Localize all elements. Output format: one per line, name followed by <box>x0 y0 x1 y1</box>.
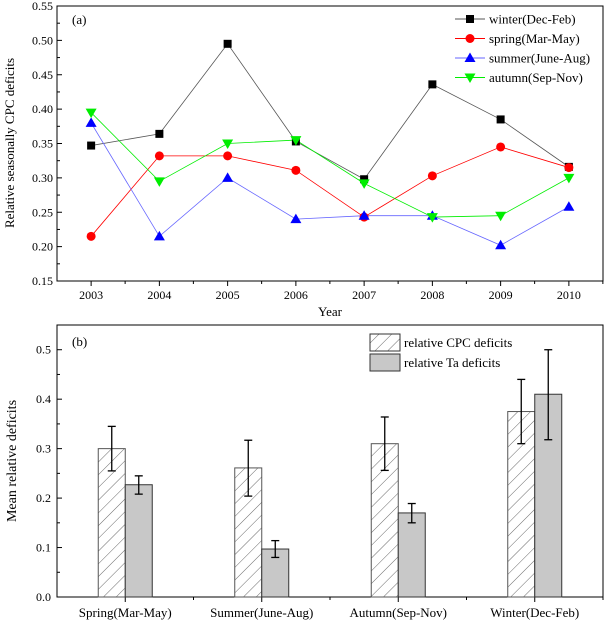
y-tick-label: 0.55 <box>32 0 53 13</box>
legend-marker <box>464 52 476 62</box>
y-tick-label: 0.5 <box>36 343 51 357</box>
y-tick-label: 0.4 <box>36 392 51 406</box>
x-tick-label: 2009 <box>489 288 513 302</box>
data-point-2-6 <box>495 239 507 250</box>
data-point-3-4 <box>358 179 370 189</box>
data-point-1-6 <box>496 142 506 152</box>
panel-a-line-chart: (a) Year Relative seasonally CPC deficit… <box>2 0 604 319</box>
data-point-3-6 <box>495 211 507 222</box>
legend-label: summer(June-Aug) <box>489 51 590 66</box>
x-tick-label: 2003 <box>79 288 103 302</box>
data-point-1-5 <box>427 171 437 181</box>
legend-label: winter(Dec-Feb) <box>489 12 576 27</box>
data-point-3-1 <box>153 177 165 187</box>
data-point-2-2 <box>222 172 234 182</box>
plot-frame <box>56 5 604 282</box>
x-tick-label: 2008 <box>420 288 444 302</box>
panel-b-bar-chart: (b) Mean relative deficits 0.0 0.1 0.2 0.3 0… <box>5 324 604 620</box>
bar-0-0 <box>97 448 126 598</box>
legend-marker <box>466 15 474 23</box>
x-tick-label: 2004 <box>147 288 171 302</box>
legend-label: autumn(Sep-Nov) <box>489 70 583 85</box>
bar-1-0 <box>124 484 153 598</box>
legend-marker <box>465 34 475 43</box>
data-point-2-0 <box>85 117 97 127</box>
data-point-1-3 <box>291 165 301 175</box>
legend-swatch <box>369 333 401 352</box>
legend-label: spring(Mar-May) <box>489 31 580 46</box>
series-line-2 <box>90 122 570 246</box>
data-point-0-4 <box>360 175 369 184</box>
x-tick-label: 2007 <box>352 288 376 302</box>
legend-marker <box>464 73 476 83</box>
series-line-3 <box>90 112 570 218</box>
data-point-3-0 <box>85 108 97 119</box>
x-tick-label: Winter(Dec-Feb) <box>490 605 579 620</box>
data-point-3-2 <box>222 139 234 149</box>
data-point-2-7 <box>563 201 575 211</box>
x-tick-label: 2005 <box>216 288 240 302</box>
y-tick-label: 0.1 <box>36 541 51 555</box>
panel-b-ylabel: Mean relative deficits <box>5 400 20 522</box>
legend-label: relative Ta deficits <box>404 355 500 370</box>
y-tick-label: 0.40 <box>32 102 53 116</box>
y-tick-label: 0.2 <box>36 491 51 505</box>
panel-a-ylabel: Relative seasonally CPC deficits <box>2 58 17 228</box>
bar-1-2 <box>397 512 426 598</box>
y-tick-label: 0.25 <box>32 205 53 219</box>
x-tick-label: 2006 <box>284 288 308 302</box>
series-line-1 <box>90 146 569 237</box>
data-point-0-5 <box>428 80 437 89</box>
data-point-2-3 <box>290 213 302 224</box>
y-tick-label: 0.3 <box>36 442 51 456</box>
data-point-0-6 <box>496 115 505 124</box>
y-tick-label: 0.20 <box>32 240 53 254</box>
y-tick-label: 0.15 <box>32 274 53 288</box>
data-point-1-0 <box>86 231 96 241</box>
panel-b-label: (b) <box>72 334 87 349</box>
x-tick-label: Summer(June-Aug) <box>210 605 313 620</box>
data-point-1-2 <box>223 151 233 161</box>
x-tick-label: Autumn(Sep-Nov) <box>350 605 448 620</box>
y-tick-label: 0.45 <box>32 68 53 82</box>
data-point-1-1 <box>154 151 164 161</box>
x-tick-label: Spring(Mar-May) <box>79 605 172 620</box>
data-point-0-1 <box>155 129 164 138</box>
legend-swatch <box>369 353 401 372</box>
y-tick-label: 0.0 <box>36 590 51 604</box>
data-point-0-2 <box>223 39 232 48</box>
x-tick-label: 2010 <box>557 288 581 302</box>
panel-a-xlabel: Year <box>318 304 343 319</box>
y-tick-label: 0.50 <box>32 33 53 47</box>
series-line-0 <box>91 43 570 180</box>
data-point-1-7 <box>564 163 574 173</box>
panel-a-label: (a) <box>72 12 86 27</box>
data-point-3-7 <box>563 173 575 184</box>
data-point-2-1 <box>153 230 165 241</box>
y-tick-label: 0.35 <box>32 137 53 151</box>
data-point-0-0 <box>87 141 96 150</box>
y-tick-label: 0.30 <box>32 171 53 185</box>
legend-label: relative CPC deficits <box>404 335 512 350</box>
data-point-2-4 <box>358 210 370 220</box>
data-point-3-5 <box>426 213 438 223</box>
data-point-3-3 <box>290 136 302 146</box>
